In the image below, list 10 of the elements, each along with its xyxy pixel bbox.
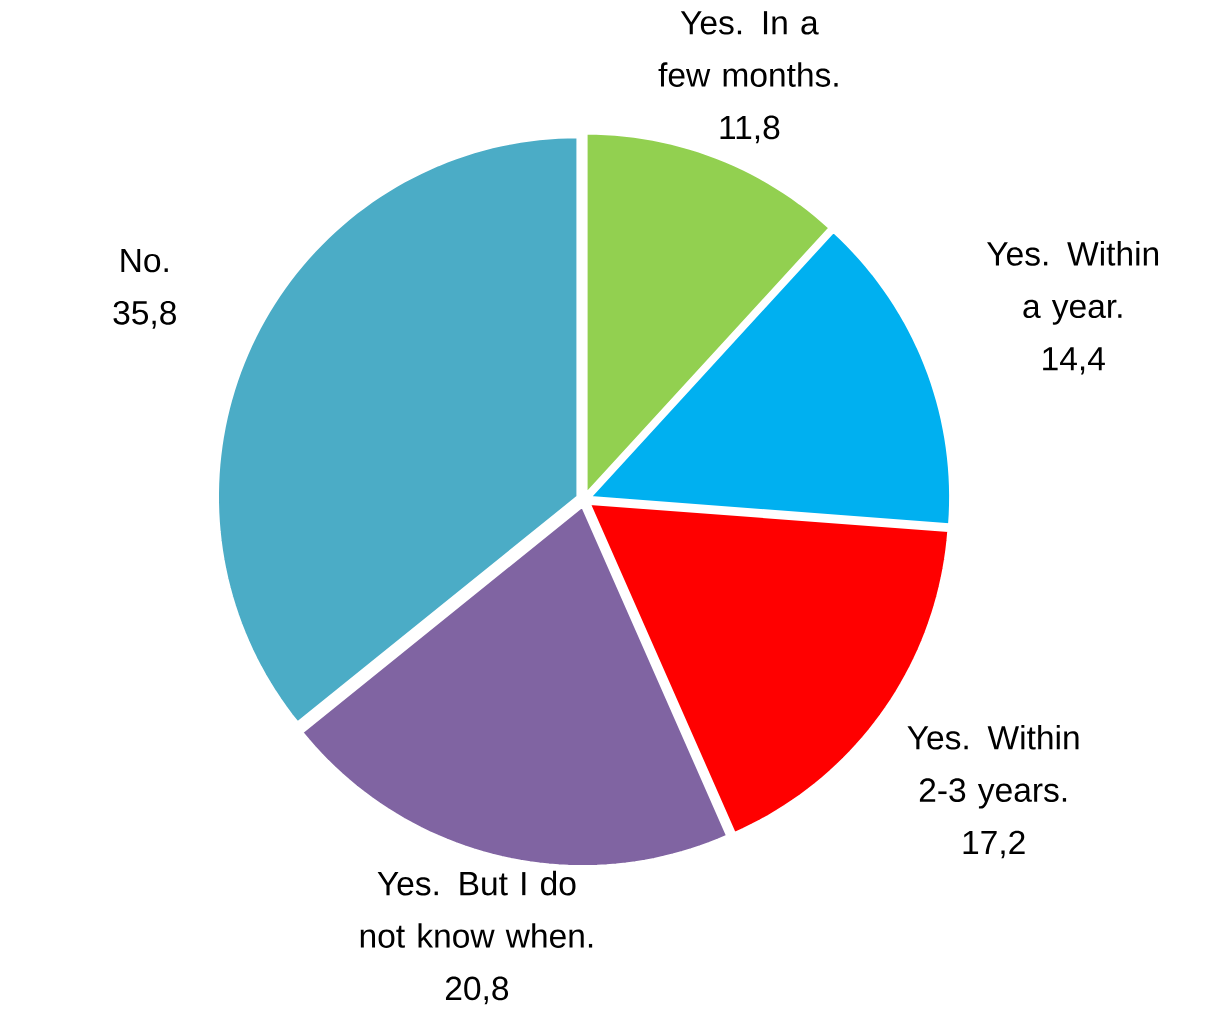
data-label: 35,8 — [113, 300, 176, 329]
slice-label: Yes. Within a year. — [987, 240, 1159, 325]
slice-label: Yes. In a few months. — [658, 10, 838, 87]
data-label: 14,4 — [1043, 346, 1105, 375]
data-label: 17,2 — [963, 830, 1025, 859]
slice-label: No. — [121, 248, 168, 273]
slice-label: Yes. But I do not know when. — [360, 870, 593, 948]
slice-label: Yes. Within 2-3 years. — [907, 724, 1079, 809]
data-label: 11,8 — [720, 115, 780, 144]
data-label: 20,8 — [445, 976, 509, 1005]
